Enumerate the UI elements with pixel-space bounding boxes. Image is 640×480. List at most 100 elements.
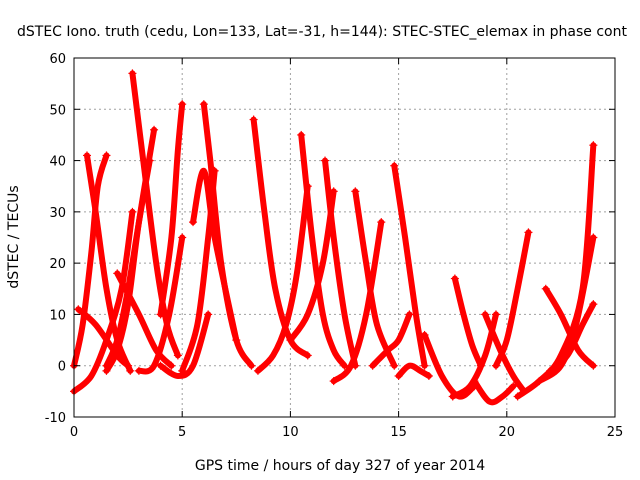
data-point-marker xyxy=(134,366,143,375)
data-point-marker xyxy=(74,305,83,314)
data-point-marker xyxy=(286,336,295,345)
series-line xyxy=(330,219,385,385)
series-line xyxy=(83,152,134,374)
data-point-marker xyxy=(82,151,91,160)
data-point-marker xyxy=(329,377,338,386)
x-tick-label: 10 xyxy=(282,425,299,440)
x-axis-label: GPS time / hours of day 327 of year 2014 xyxy=(195,458,485,474)
series-line xyxy=(157,101,186,318)
data-point-marker xyxy=(102,151,111,160)
data-point-marker xyxy=(128,69,137,78)
data-point-marker xyxy=(156,310,165,319)
y-axis-label: dSTEC / TECUs xyxy=(6,185,22,288)
data-point-marker xyxy=(535,377,544,386)
axis-ticks: 0 5 10 15 20 25 -10 0 10 20 30 40 50 60 xyxy=(45,52,624,440)
series-arc-08 xyxy=(113,269,176,370)
series-line xyxy=(250,116,311,359)
y-tick-label: 60 xyxy=(49,52,66,67)
data-point-marker xyxy=(470,377,479,386)
series-arc-14 xyxy=(189,167,241,345)
y-tick-label: 50 xyxy=(49,103,66,118)
data-point-marker xyxy=(351,187,360,196)
series-line xyxy=(71,152,110,369)
data-point-marker xyxy=(210,166,219,175)
data-point-marker xyxy=(390,161,399,170)
data-point-marker xyxy=(368,361,377,370)
data-point-marker xyxy=(491,361,500,370)
data-point-marker xyxy=(303,351,312,360)
data-point-marker xyxy=(178,366,187,375)
data-point-marker xyxy=(541,284,550,293)
y-tick-label: 20 xyxy=(49,257,66,272)
series-arc-26 xyxy=(450,274,485,370)
series-line xyxy=(114,270,175,369)
data-point-marker xyxy=(124,361,133,370)
x-tick-label: 5 xyxy=(178,425,186,440)
series-line xyxy=(482,311,528,395)
data-point-marker xyxy=(173,351,182,360)
data-point-marker xyxy=(232,336,241,345)
data-point-marker xyxy=(513,392,522,401)
data-point-marker xyxy=(589,141,598,150)
series-line xyxy=(75,306,132,369)
series-line xyxy=(391,162,428,369)
series-arc-10 xyxy=(156,100,187,319)
series-arc-15 xyxy=(249,115,312,360)
data-point-marker xyxy=(128,207,137,216)
data-point-marker xyxy=(253,366,262,375)
y-tick-label: -10 xyxy=(45,411,66,426)
data-point-marker xyxy=(199,100,208,109)
x-tick-label: 25 xyxy=(607,425,624,440)
data-point-marker xyxy=(340,361,349,370)
series-line xyxy=(492,229,532,369)
data-point-marker xyxy=(524,228,533,237)
data-point-marker xyxy=(481,310,490,319)
series-arc-20 xyxy=(329,218,386,386)
data-point-marker xyxy=(424,371,433,380)
series-line xyxy=(298,131,348,369)
data-point-marker xyxy=(491,310,500,319)
series-line xyxy=(135,234,186,375)
data-point-marker xyxy=(150,125,159,134)
series-line xyxy=(395,362,432,379)
data-point-marker xyxy=(145,156,154,165)
data-point-marker xyxy=(405,310,414,319)
data-point-marker xyxy=(420,330,429,339)
x-tick-label: 0 xyxy=(70,425,78,440)
data-point-marker xyxy=(420,361,429,370)
data-point-marker xyxy=(589,361,598,370)
data-point-marker xyxy=(178,233,187,242)
chart-title: dSTEC Iono. truth (cedu, Lon=133, Lat=-3… xyxy=(17,24,627,40)
series-arc-03 xyxy=(82,151,135,375)
series-line xyxy=(129,70,181,359)
series-arc-31 xyxy=(513,141,598,401)
series-arc-23 xyxy=(390,161,429,370)
data-point-marker xyxy=(204,310,213,319)
series-line xyxy=(451,275,484,369)
series-line xyxy=(514,142,597,400)
data-point-marker xyxy=(249,115,258,124)
y-tick-label: 40 xyxy=(49,155,66,170)
x-tick-label: 20 xyxy=(499,425,516,440)
y-tick-label: 30 xyxy=(49,206,66,221)
series-line xyxy=(421,331,478,400)
data-point-marker xyxy=(589,300,598,309)
series-line xyxy=(471,378,517,406)
data-point-marker xyxy=(394,371,403,380)
series-arc-09 xyxy=(134,233,187,375)
series-arc-11 xyxy=(156,310,213,379)
data-point-marker xyxy=(247,361,256,370)
series-arc-30 xyxy=(491,228,533,370)
data-point-marker xyxy=(113,269,122,278)
series-arc-34 xyxy=(546,300,598,375)
data-point-marker xyxy=(509,382,518,391)
series-arc-28 xyxy=(470,377,518,406)
data-point-marker xyxy=(167,361,176,370)
y-tick-label: 10 xyxy=(49,308,66,323)
series-arc-17 xyxy=(297,130,349,370)
series-line xyxy=(190,167,240,344)
data-point-marker xyxy=(450,274,459,283)
data-point-marker xyxy=(377,218,386,227)
series-line xyxy=(322,157,359,369)
